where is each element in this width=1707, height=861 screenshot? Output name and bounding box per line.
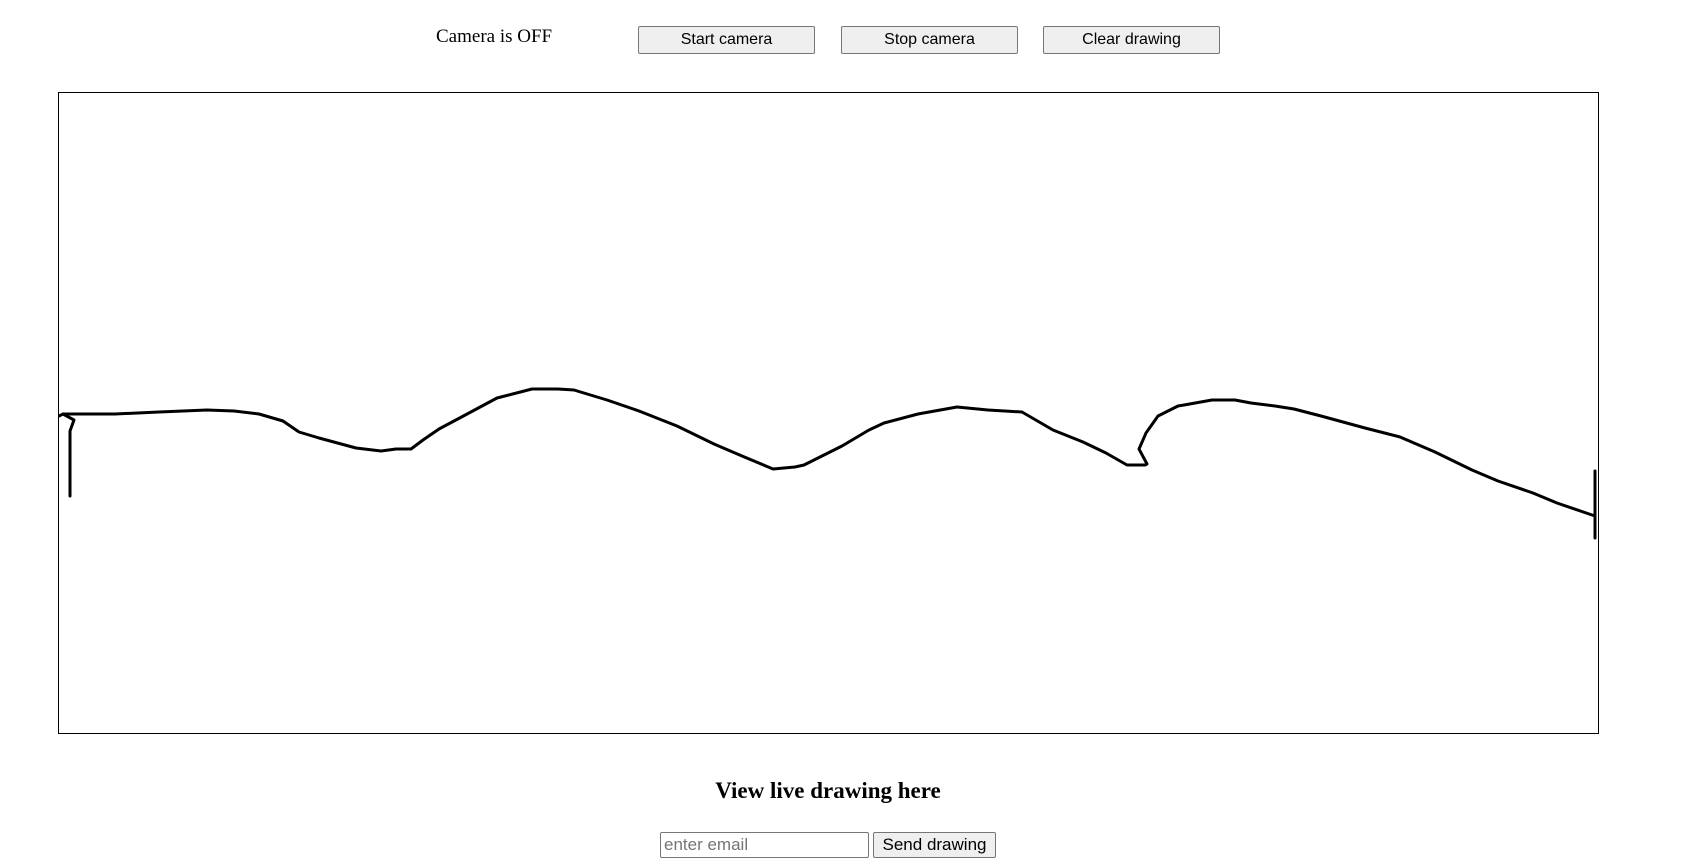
drawn-stroke-left-hook bbox=[61, 412, 76, 498]
email-input[interactable] bbox=[660, 832, 869, 858]
live-drawing-heading: View live drawing here bbox=[715, 778, 941, 803]
send-drawing-button[interactable]: Send drawing bbox=[873, 832, 996, 858]
drawing-canvas[interactable] bbox=[58, 92, 1599, 734]
clear-drawing-button[interactable]: Clear drawing bbox=[1043, 26, 1220, 54]
camera-status: Camera is OFF bbox=[436, 26, 553, 47]
drawing-surface[interactable] bbox=[59, 93, 1598, 733]
start-camera-button[interactable]: Start camera bbox=[638, 26, 815, 54]
drawing-strokes bbox=[59, 387, 1597, 540]
drawn-stroke bbox=[59, 387, 1597, 518]
stop-camera-button[interactable]: Stop camera bbox=[841, 26, 1018, 54]
